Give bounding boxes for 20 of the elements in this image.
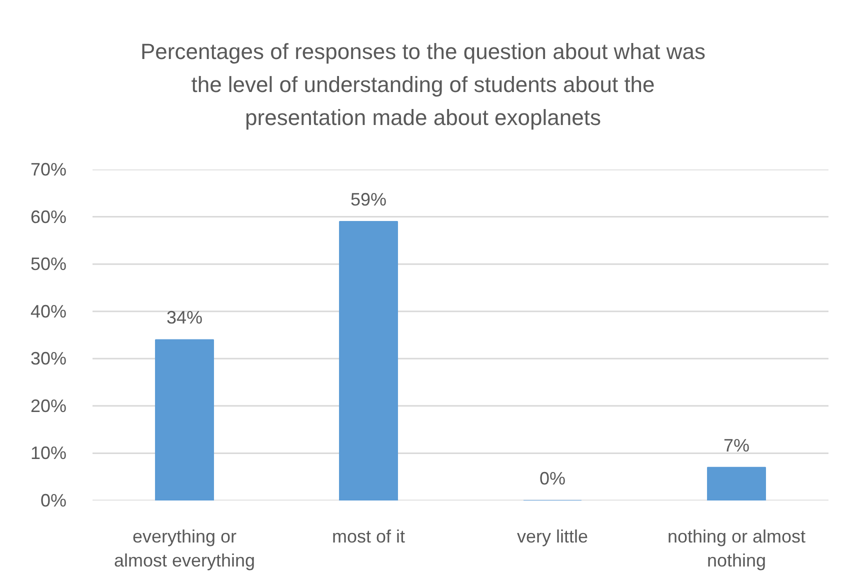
x-tick-label: everything or almost everything — [114, 526, 256, 570]
x-tick-label: most of it — [332, 526, 406, 546]
y-tick-label: 20% — [30, 396, 67, 416]
y-tick-label: 30% — [30, 348, 67, 369]
data-label: 34% — [166, 308, 203, 328]
data-label: 59% — [350, 190, 387, 210]
data-label: 0% — [539, 468, 566, 488]
x-tick-label: nothing or almost nothing — [667, 526, 806, 570]
y-tick-label: 60% — [30, 206, 67, 227]
data-label: 7% — [723, 435, 750, 456]
bar — [155, 339, 214, 500]
bar — [339, 221, 398, 500]
y-tick-label: 0% — [40, 490, 66, 510]
y-tick-label: 40% — [30, 301, 67, 322]
y-tick-label: 70% — [30, 160, 67, 180]
bar — [707, 466, 766, 500]
y-tick-label: 10% — [30, 443, 67, 464]
x-tick-label: very little — [516, 526, 588, 546]
chart-title: Percentages of responses to the question about what was the level of understanding of students about the presentation made about exoplanets — [140, 38, 706, 132]
y-tick-label: 50% — [30, 254, 67, 274]
